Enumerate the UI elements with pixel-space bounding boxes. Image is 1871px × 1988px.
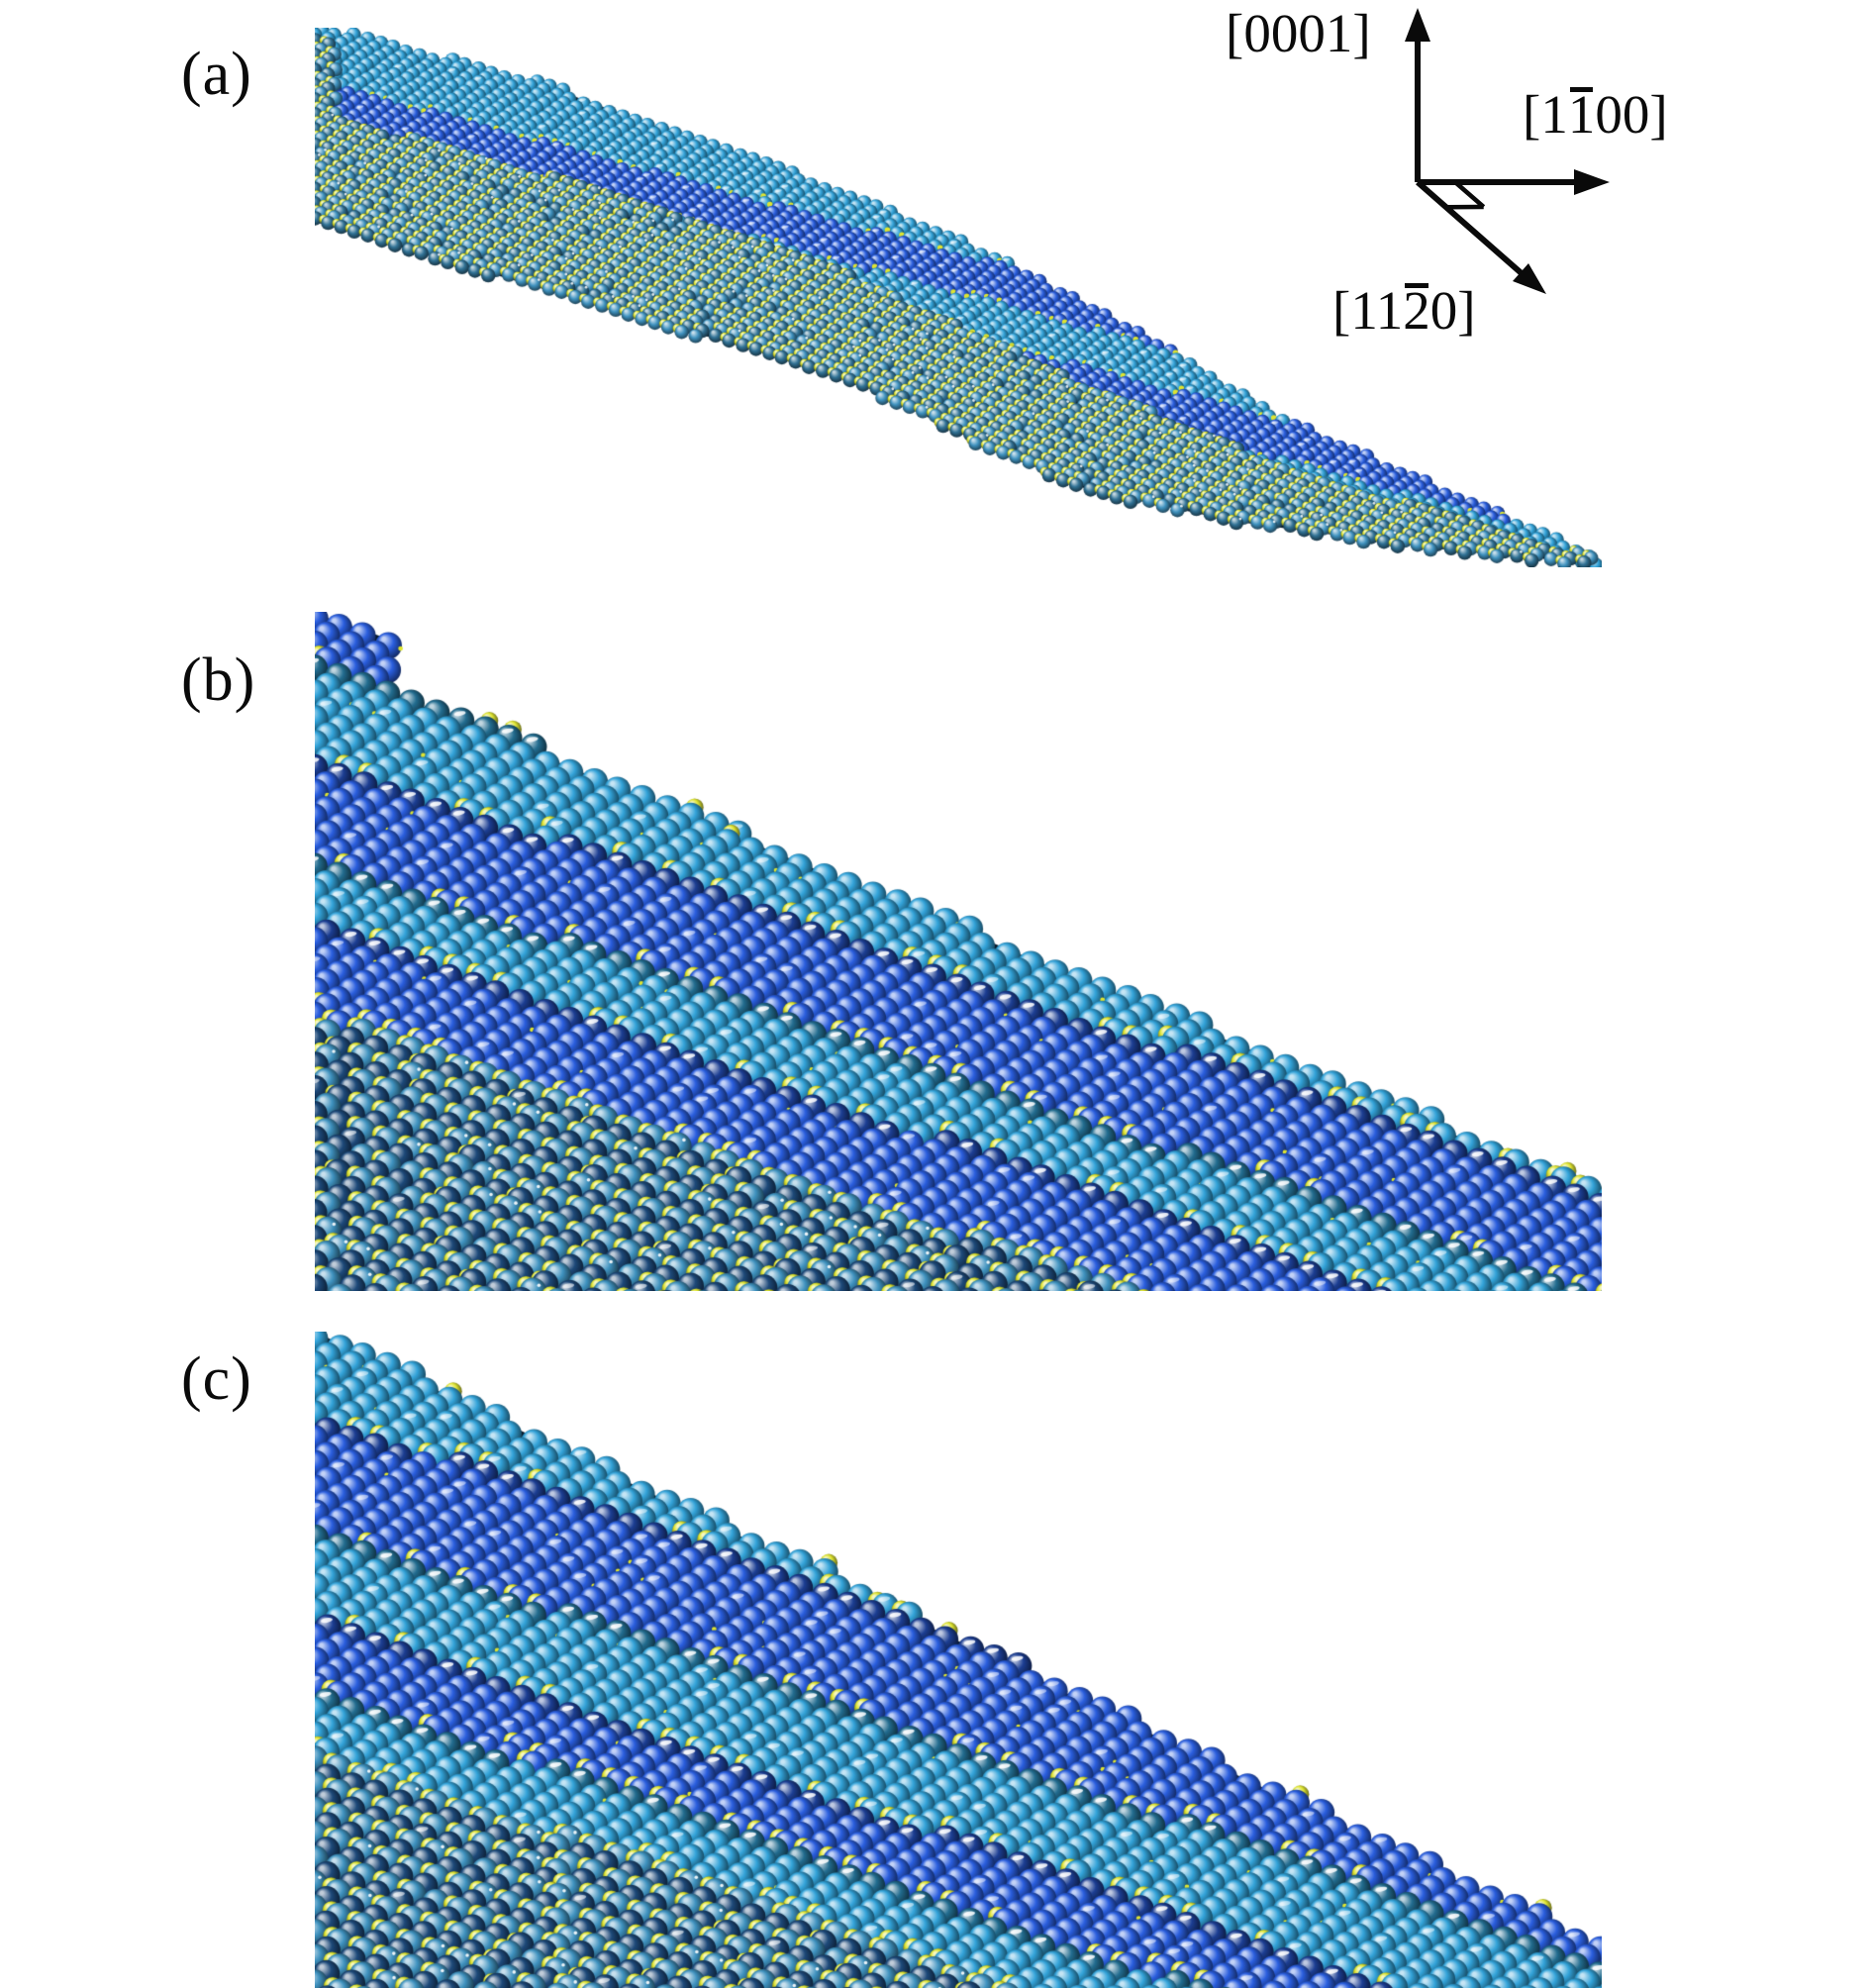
panel-b-atomistic-rendering xyxy=(315,612,1602,1291)
crystal-axes-icon xyxy=(1405,8,1610,294)
panel-b-label: (b) xyxy=(181,646,256,714)
axis-1120-label: [1120] xyxy=(1332,280,1476,341)
panel-a-label: (a) xyxy=(181,41,252,108)
panel-c-label: (c) xyxy=(181,1345,252,1413)
panel-a-atomistic-rendering xyxy=(315,28,1602,567)
panel-c-atomistic-rendering xyxy=(315,1332,1602,1988)
axis-1100-label: [1100] xyxy=(1523,84,1668,145)
axis-0001-label: [0001] xyxy=(1226,3,1371,63)
